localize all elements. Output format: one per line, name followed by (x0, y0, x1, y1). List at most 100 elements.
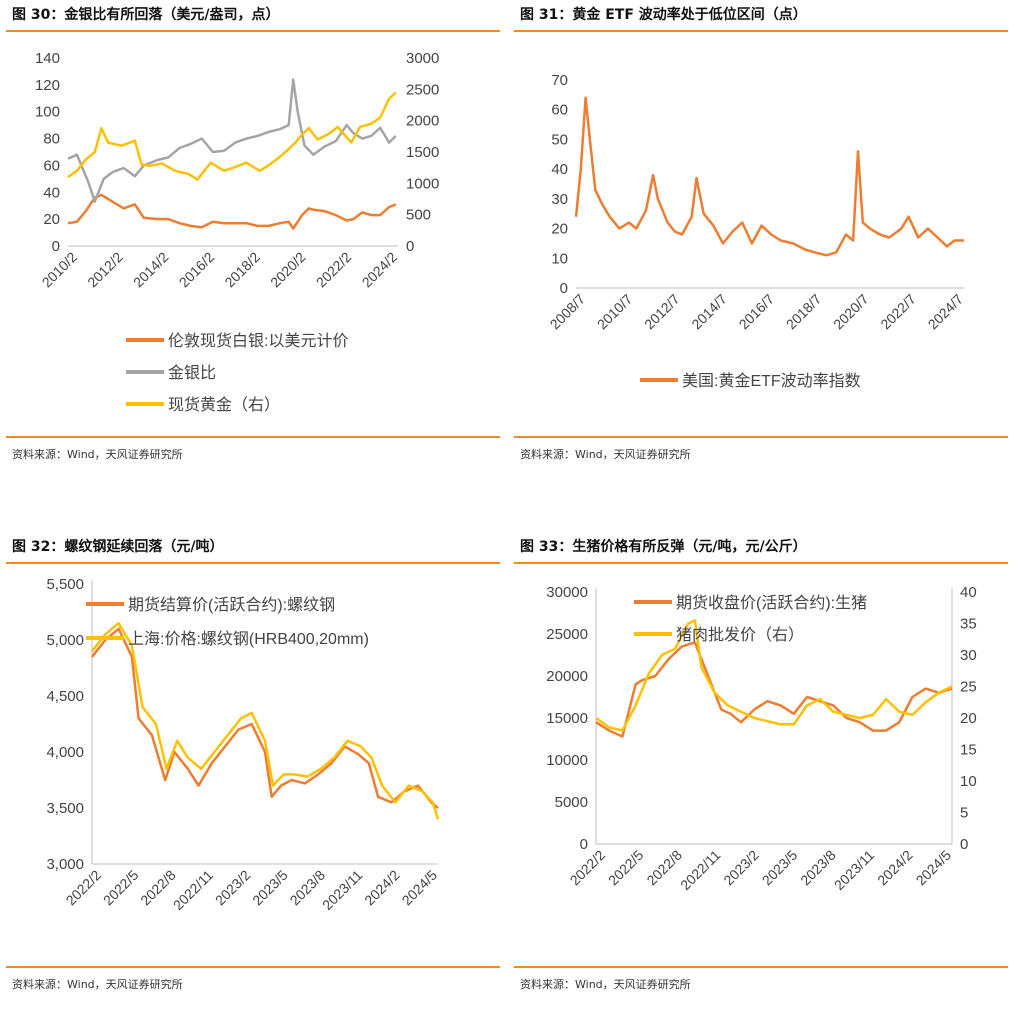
y-tick-label: 20 (551, 221, 568, 238)
x-tick-label: 2024/5 (399, 867, 441, 909)
chart-title: 图 32：螺纹钢延续回落（元/吨） (12, 539, 224, 555)
x-tick-label: 2023/11 (319, 867, 366, 914)
x-tick-label: 2020/2 (267, 249, 309, 291)
y-right-tick-label: 3000 (406, 50, 439, 67)
y-tick-label: 30 (551, 191, 568, 208)
y-tick-label: 50 (551, 131, 568, 148)
source-divider (6, 966, 500, 968)
y-tick-label: 0 (580, 836, 588, 853)
x-tick-label: 2016/7 (736, 291, 778, 333)
y-tick-label: 25000 (546, 626, 588, 643)
y-tick-label: 0 (52, 238, 60, 255)
legend-label: 现货黄金（右） (168, 396, 280, 414)
x-tick-label: 2024/2 (874, 847, 916, 889)
chart-gold-silver: 0 20 40 60 80 100 120 140 0 500 1000 1500 2000 2500 30… (35, 50, 439, 414)
source-note: 资料来源：Wind，天风证券研究所 (520, 978, 691, 991)
x-tick-label: 2012/2 (84, 249, 126, 291)
legend-label: 期货收盘价(活跃合约):生猪 (676, 593, 867, 612)
x-tick-label: 2022/5 (605, 847, 647, 889)
x-tick-label: 2012/7 (641, 291, 683, 333)
chart-title: 图 33：生猪价格有所反弹（元/吨，元/公斤） (520, 539, 807, 555)
x-tick-label: 2024/2 (361, 867, 403, 909)
x-tick-label: 2023/2 (720, 847, 762, 889)
y-tick-label: 20000 (546, 668, 588, 685)
series-line-3 (67, 91, 397, 181)
x-tick-label: 2014/2 (130, 249, 172, 291)
x-tick-label: 2018/7 (783, 291, 825, 333)
title-divider (6, 30, 500, 32)
y-right-tick-label: 40 (960, 584, 977, 601)
title-divider (6, 562, 500, 564)
x-tick-label: 2023/5 (759, 847, 801, 889)
series-line-1 (67, 193, 397, 230)
x-tick-label: 2024/5 (913, 847, 955, 889)
source-note: 资料来源：Wind，天风证券研究所 (520, 448, 691, 461)
series-line-1 (574, 96, 964, 257)
source-divider (6, 436, 500, 438)
chart-panel-rebar: 图 32：螺纹钢延续回落（元/吨） 3,000 3,500 4,000 4,500 5,… (6, 532, 500, 1030)
legend-label: 上海:价格:螺纹钢(HRB400,20mm) (128, 630, 369, 648)
series-line-2 (67, 78, 397, 203)
source-note: 资料来源：Wind，天风证券研究所 (12, 448, 183, 461)
chart-panel-gold-silver-ratio: 图 30：金银比有所回落（美元/盎司，点） 0 20 40 60 80 100 120 140… (6, 0, 500, 498)
y-right-tick-label: 20 (960, 710, 977, 727)
y-right-tick-label: 35 (960, 616, 977, 633)
x-tick-label: 2022/5 (100, 867, 142, 909)
y-tick-label: 70 (551, 72, 568, 89)
y-right-tick-label: 10 (960, 773, 977, 790)
y-tick-label: 80 (43, 131, 60, 148)
x-tick-label: 2020/7 (830, 291, 872, 333)
y-right-tick-label: 1500 (406, 144, 439, 161)
source-note: 资料来源：Wind，天风证券研究所 (12, 978, 183, 991)
legend-label: 期货结算价(活跃合约):螺纹钢 (128, 595, 335, 614)
y-right-tick-label: 0 (406, 238, 414, 255)
series-line-1 (595, 641, 953, 738)
x-tick-label: 2023/11 (831, 847, 878, 894)
y-right-tick-label: 30 (960, 647, 977, 664)
series-line-2 (91, 621, 440, 820)
title-divider (514, 562, 1008, 564)
y-tick-label: 4,000 (46, 744, 84, 761)
chart-title: 图 30：金银比有所回落（美元/盎司，点） (12, 7, 280, 23)
x-tick-label: 2022/2 (313, 249, 355, 291)
legend-label: 猪肉批发价（右） (676, 626, 804, 644)
series-line-1 (91, 627, 439, 809)
x-tick-label: 2010/7 (594, 291, 636, 333)
y-tick-label: 4,500 (46, 688, 84, 705)
title-divider (514, 30, 1008, 32)
y-tick-label: 5,000 (46, 632, 84, 649)
y-tick-label: 60 (43, 157, 60, 174)
y-tick-label: 10 (551, 250, 568, 267)
y-tick-label: 5,500 (46, 576, 84, 593)
x-tick-label: 2022/7 (877, 291, 919, 333)
source-divider (514, 436, 1008, 438)
y-tick-label: 140 (35, 50, 60, 67)
y-tick-label: 0 (560, 280, 568, 297)
chart-title: 图 31：黄金 ETF 波动率处于低位区间（点） (520, 7, 807, 23)
y-tick-label: 5000 (555, 794, 588, 811)
x-tick-label: 2024/7 (925, 291, 967, 333)
y-right-tick-label: 15 (960, 742, 977, 759)
y-tick-label: 3,500 (46, 800, 84, 817)
y-tick-label: 120 (35, 77, 60, 94)
x-tick-label: 2024/2 (359, 249, 401, 291)
x-tick-label: 2016/2 (176, 249, 218, 291)
y-tick-label: 10000 (546, 752, 588, 769)
y-tick-label: 30000 (546, 584, 588, 601)
y-right-tick-label: 25 (960, 679, 977, 696)
chart-rebar: 3,0003,5004,0004,5005,0005,5002022/22022… (46, 576, 441, 914)
chart-panel-gold-etf-volatility: 图 31：黄金 ETF 波动率处于低位区间（点） 0 10 20 30 40 50 60 70… (514, 0, 1008, 498)
y-tick-label: 100 (35, 104, 60, 121)
y-tick-label: 15000 (546, 710, 588, 727)
chart-panel-hog-price: 图 33：生猪价格有所反弹（元/吨，元/公斤） 0 5000 10000 15000 2… (514, 532, 1008, 1030)
legend-label: 美国:黄金ETF波动率指数 (682, 372, 861, 390)
x-tick-label: 2018/2 (221, 249, 263, 291)
y-tick-label: 40 (43, 184, 60, 201)
series-line-2 (595, 619, 953, 732)
y-right-tick-label: 0 (960, 836, 968, 853)
source-divider (514, 966, 1008, 968)
y-right-tick-label: 500 (406, 207, 431, 224)
y-tick-label: 60 (551, 102, 568, 119)
legend-label: 金银比 (168, 364, 216, 382)
